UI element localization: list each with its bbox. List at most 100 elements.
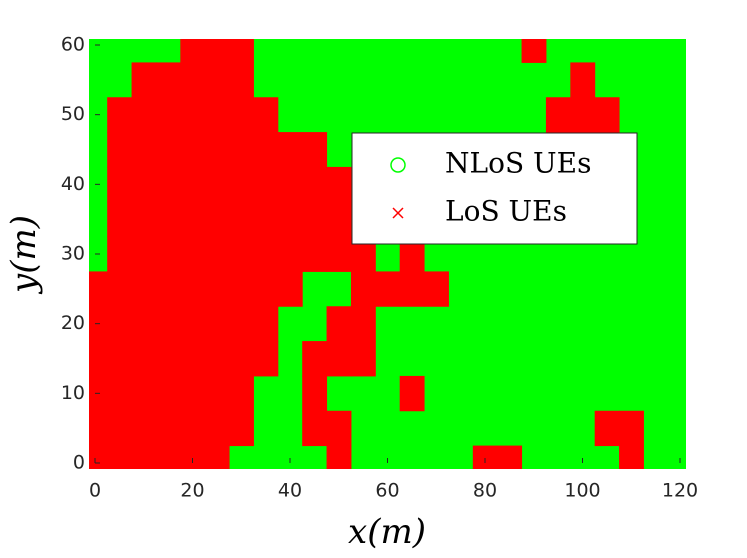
point	[302, 62, 328, 98]
point	[667, 306, 686, 342]
point	[155, 236, 181, 272]
point	[204, 62, 230, 98]
point	[204, 166, 230, 203]
point	[472, 62, 498, 98]
point	[375, 410, 401, 447]
point	[521, 271, 547, 307]
point	[619, 39, 644, 63]
point	[204, 341, 230, 377]
point	[131, 201, 157, 238]
point	[424, 271, 449, 307]
point	[229, 341, 254, 377]
legend-box	[351, 132, 638, 245]
point	[594, 97, 620, 133]
point	[131, 236, 157, 272]
legend-marker	[392, 207, 404, 219]
point	[277, 236, 303, 272]
point	[350, 97, 376, 133]
point	[448, 375, 474, 412]
point	[643, 445, 669, 469]
point	[521, 341, 547, 377]
point	[107, 201, 133, 238]
point	[229, 375, 254, 412]
point	[399, 39, 425, 63]
point	[229, 445, 254, 469]
point	[204, 271, 230, 307]
point	[180, 236, 206, 272]
point	[326, 271, 352, 307]
point	[180, 166, 206, 203]
point	[253, 201, 279, 238]
legend-label: NLoS UEs	[445, 147, 591, 180]
point	[277, 375, 303, 412]
point	[204, 410, 230, 447]
y-tick-label: 40	[61, 173, 85, 195]
point	[229, 132, 254, 168]
point	[180, 271, 206, 307]
point	[180, 445, 206, 469]
point	[89, 445, 108, 469]
point	[497, 410, 523, 447]
point	[204, 39, 230, 63]
point	[326, 166, 352, 203]
point	[448, 341, 474, 377]
point	[326, 236, 352, 272]
point	[107, 236, 133, 272]
point	[570, 445, 596, 469]
x-tick-label: 40	[278, 480, 302, 502]
point	[180, 410, 206, 447]
point	[155, 306, 181, 342]
point	[667, 445, 686, 469]
point	[204, 375, 230, 412]
point	[302, 410, 328, 447]
point	[643, 132, 669, 168]
point	[375, 445, 401, 469]
point	[594, 341, 620, 377]
point	[131, 341, 157, 377]
point	[594, 410, 620, 447]
point	[570, 271, 596, 307]
point	[302, 306, 328, 342]
point	[277, 201, 303, 238]
point	[253, 306, 279, 342]
point	[302, 166, 328, 203]
point	[89, 201, 108, 238]
point	[131, 62, 157, 98]
y-tick-label: 30	[61, 243, 85, 265]
point	[643, 97, 669, 133]
point	[131, 132, 157, 168]
legend: NLoS UEs LoS UEs	[351, 132, 638, 245]
point	[545, 306, 571, 342]
point	[643, 166, 669, 203]
point	[155, 132, 181, 168]
point	[497, 39, 523, 63]
point	[107, 375, 133, 412]
point	[619, 445, 644, 469]
point	[253, 236, 279, 272]
point	[448, 410, 474, 447]
point	[448, 39, 474, 63]
point	[667, 375, 686, 412]
x-tick-label: 0	[89, 480, 101, 502]
point	[131, 410, 157, 447]
point	[229, 62, 254, 98]
point	[350, 341, 376, 377]
point	[229, 166, 254, 203]
point	[350, 306, 376, 342]
point	[424, 306, 449, 342]
point	[521, 410, 547, 447]
point	[619, 97, 644, 133]
point	[131, 39, 157, 63]
points	[89, 39, 686, 469]
point	[229, 39, 254, 63]
x-tick-label: 120	[662, 480, 698, 502]
point	[204, 445, 230, 469]
point	[326, 201, 352, 238]
x-tick-label: 60	[375, 480, 399, 502]
point	[399, 375, 425, 412]
point	[253, 166, 279, 203]
point	[131, 166, 157, 203]
point	[326, 410, 352, 447]
point	[350, 375, 376, 412]
point	[594, 39, 620, 63]
